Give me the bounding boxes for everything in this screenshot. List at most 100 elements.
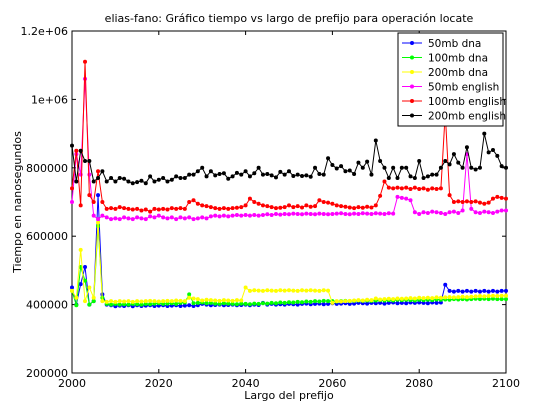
axis-ticks: 2000 2020 2040 2060 2080 2100 200000 400000 6000… <box>21 25 520 390</box>
data-point <box>408 174 413 179</box>
data-point <box>278 212 283 217</box>
data-point <box>451 209 456 214</box>
data-point <box>330 201 335 206</box>
data-point <box>278 300 283 305</box>
data-point <box>464 295 469 300</box>
data-point <box>252 288 257 293</box>
data-point <box>282 288 287 293</box>
data-point <box>499 288 504 293</box>
data-point <box>126 216 131 221</box>
data-point <box>356 160 361 165</box>
data-point <box>438 165 443 170</box>
data-point <box>499 293 504 298</box>
data-point <box>504 297 508 302</box>
data-point <box>70 143 74 148</box>
data-point <box>91 299 96 304</box>
data-point <box>382 301 387 306</box>
data-point <box>130 217 135 222</box>
data-point <box>477 200 482 205</box>
data-point <box>130 299 135 304</box>
data-point <box>234 302 239 307</box>
data-point <box>122 299 127 304</box>
x-tick-label: 2100 <box>492 377 520 390</box>
data-point <box>122 302 127 307</box>
y-axis-label: Tiempo en nanosegundos <box>11 131 24 274</box>
data-point <box>447 162 452 167</box>
data-point <box>464 199 469 204</box>
data-point <box>117 217 122 222</box>
data-point <box>438 300 443 305</box>
data-point <box>269 288 274 293</box>
data-point <box>473 167 478 172</box>
data-point <box>404 301 409 306</box>
data-point <box>243 169 248 174</box>
data-point <box>326 288 331 293</box>
data-point <box>399 165 404 170</box>
series-2 <box>70 220 508 305</box>
data-point <box>83 158 88 163</box>
data-point <box>287 300 291 305</box>
data-point <box>504 208 508 213</box>
data-point <box>343 299 348 304</box>
data-point <box>126 206 131 211</box>
data-point <box>395 176 400 181</box>
data-point <box>247 213 252 218</box>
data-point <box>490 148 495 153</box>
data-point <box>404 196 409 201</box>
data-point <box>369 205 374 210</box>
data-point <box>260 288 265 293</box>
data-point <box>182 216 187 221</box>
data-point <box>421 186 426 191</box>
data-point <box>135 302 140 307</box>
data-point <box>425 210 430 215</box>
data-point <box>169 215 174 220</box>
data-point <box>321 200 326 204</box>
data-point <box>326 156 331 161</box>
data-point <box>321 302 326 307</box>
data-point <box>347 205 352 210</box>
data-point <box>373 138 378 143</box>
data-point <box>356 298 361 303</box>
data-point <box>313 301 318 306</box>
data-point <box>100 213 105 218</box>
legend-box <box>397 32 504 127</box>
data-point <box>317 198 322 203</box>
data-point <box>96 176 101 181</box>
data-point <box>321 211 326 216</box>
data-point <box>230 301 235 306</box>
data-point <box>313 212 318 217</box>
data-point <box>313 299 318 304</box>
data-point <box>204 204 209 209</box>
series-5 <box>70 131 508 186</box>
data-point <box>126 302 131 307</box>
data-point <box>221 206 226 211</box>
data-point <box>135 180 140 185</box>
data-point <box>447 193 452 198</box>
data-point <box>291 211 296 216</box>
data-point <box>156 207 161 212</box>
data-point <box>252 301 257 306</box>
data-point <box>408 296 413 301</box>
data-point <box>195 216 200 221</box>
data-point <box>347 212 352 217</box>
data-point <box>456 210 461 215</box>
data-point <box>490 196 495 201</box>
data-point <box>304 288 309 293</box>
data-point <box>109 302 114 307</box>
data-point <box>469 289 474 294</box>
data-point <box>287 288 291 293</box>
data-point <box>391 165 396 170</box>
data-point <box>295 288 300 293</box>
data-point <box>213 298 218 303</box>
data-point <box>234 205 239 210</box>
data-point <box>243 213 248 217</box>
data-point <box>247 196 252 201</box>
data-point <box>456 288 461 293</box>
data-point <box>78 247 83 252</box>
data-point <box>87 158 92 163</box>
data-point <box>382 211 387 216</box>
y-tick-label: 400000 <box>26 299 68 312</box>
data-point <box>221 298 226 303</box>
y-tick-label: 600000 <box>26 230 68 243</box>
data-point <box>504 288 508 293</box>
